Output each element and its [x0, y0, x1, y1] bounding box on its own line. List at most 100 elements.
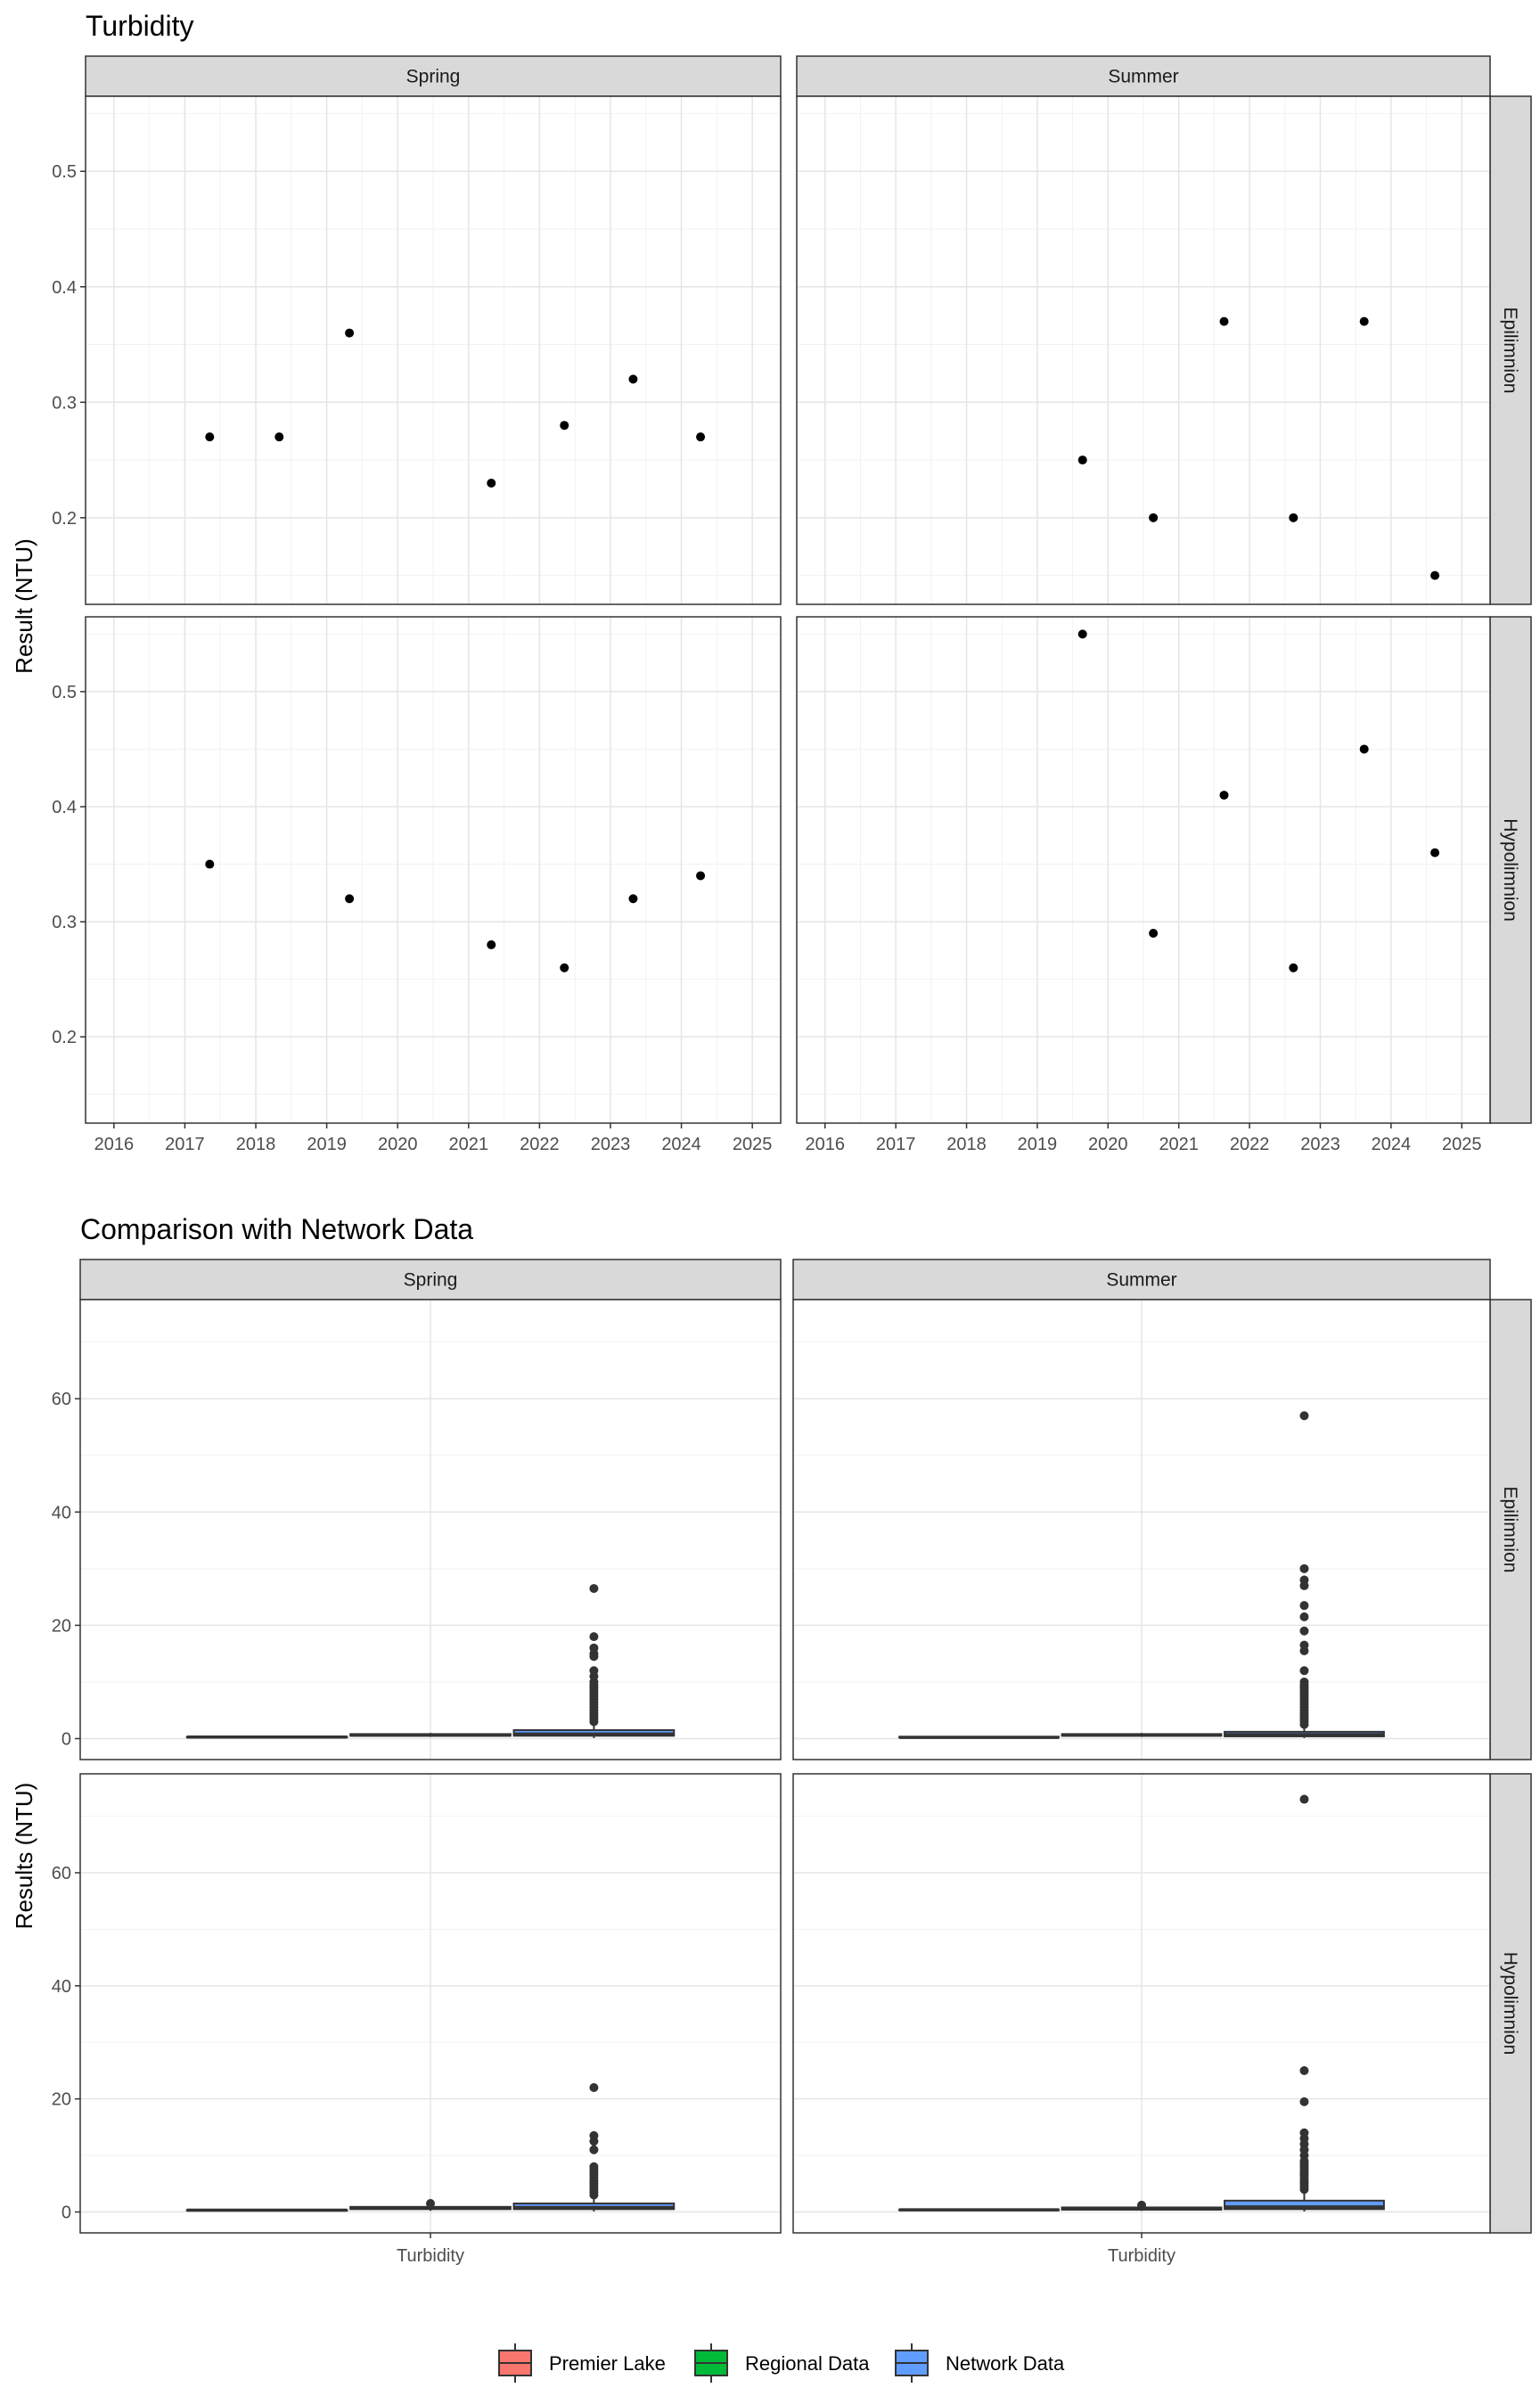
outlier-point: [1299, 1563, 1309, 1573]
strip-label-summer: Summer: [1108, 67, 1178, 87]
box-iqr: [1224, 2199, 1385, 2211]
x-tick-label: 2017: [876, 1135, 916, 1154]
data-point: [205, 859, 215, 869]
box-network-data: [512, 1584, 676, 1738]
box-regional-data: [1061, 1733, 1223, 1737]
x-tick-label: 2024: [661, 1135, 701, 1154]
data-point: [1077, 455, 1087, 465]
panel-spring-hypolimnion: [85, 616, 782, 1124]
data-point: [1430, 848, 1440, 857]
panel-border: [796, 95, 1491, 605]
legend: Premier Lake Regional Data Network Data: [498, 2343, 1065, 2383]
y-tick-label: 40: [52, 1977, 71, 1997]
outlier-point: [1299, 1411, 1309, 1421]
strip-row-epilimnion: [1489, 95, 1532, 605]
panel-spring-epilimnion: [85, 95, 782, 605]
y-tick-label: 0: [61, 1729, 71, 1749]
y-tick-label: 60: [52, 1390, 71, 1409]
strip-label-hypolimnion: Hypolimnion: [1500, 1952, 1520, 2055]
panel-border: [85, 95, 782, 605]
x-tick-label: Turbidity: [1108, 2246, 1175, 2266]
legend-item-premier-lake: Premier Lake: [498, 2343, 666, 2383]
x-tick-label: 2024: [1372, 1135, 1412, 1154]
box-premier-lake: [898, 2208, 1060, 2211]
outlier-point: [1299, 1612, 1309, 1621]
y-tick-label: 0.4: [52, 278, 77, 298]
scatter-y-axis-label: Result (NTU): [11, 538, 37, 674]
boxplot-y-axis-label: Results (NTU): [11, 1783, 37, 1930]
boxplot-chart: Spring Summer Epilimnion Hypolimnion 0 20 40 60…: [52, 1259, 1532, 2266]
legend-label: Premier Lake: [549, 2352, 666, 2375]
x-tick-label: 2025: [733, 1135, 773, 1154]
x-tick-label: 2021: [449, 1135, 489, 1154]
panel-summer-hypolimnion: [792, 1773, 1491, 2234]
outlier-point: [589, 1643, 599, 1653]
y-tick-label: 0.4: [52, 798, 77, 817]
strip-label-epilimnion: Epilimnion: [1500, 308, 1520, 394]
legend-item-network-data: Network Data: [895, 2343, 1065, 2383]
panel-summer-hypolimnion: [796, 616, 1491, 1124]
outlier-point: [589, 2083, 599, 2093]
data-point: [1077, 629, 1087, 639]
strip-col-summer: [796, 55, 1491, 97]
x-tick-label: 2016: [94, 1135, 135, 1154]
strip-label-epilimnion: Epilimnion: [1500, 1487, 1520, 1573]
x-tick-label: 2016: [806, 1135, 846, 1154]
outlier-point: [589, 1666, 599, 1676]
x-tick-label: 2020: [378, 1135, 418, 1154]
x-tick-label: 2021: [1159, 1135, 1199, 1154]
data-point: [628, 894, 638, 904]
x-tick-label: 2022: [1230, 1135, 1270, 1154]
data-point: [487, 940, 496, 949]
x-tick-label: 2019: [1018, 1135, 1058, 1154]
y-tick-label: 0.3: [52, 913, 77, 932]
panel-border: [796, 616, 1491, 1124]
x-tick-label: 2020: [1088, 1135, 1128, 1154]
boxplot-chart-title: Comparison with Network Data: [80, 1213, 473, 1245]
outlier-point: [1299, 1575, 1309, 1585]
y-tick-label: 0: [61, 2203, 71, 2223]
data-point: [560, 421, 569, 431]
data-point: [345, 328, 355, 338]
scatter-chart: Spring Summer Epilimnion Hypolimnion 0.2 0.3 0…: [52, 55, 1532, 1154]
data-point: [1289, 963, 1298, 972]
data-point: [1359, 316, 1369, 326]
strip-col-summer: [792, 1259, 1491, 1301]
data-point: [1219, 316, 1229, 326]
box-network-data: [512, 2083, 676, 2211]
panel-border: [85, 616, 782, 1124]
box-premier-lake: [898, 1735, 1060, 1739]
panel-spring-epilimnion: [79, 1299, 782, 1760]
panel-summer-epilimnion: [792, 1299, 1491, 1760]
outlier-point: [1299, 1666, 1309, 1676]
outlier-point: [589, 1584, 599, 1594]
legend-item-regional-data: Regional Data: [694, 2343, 870, 2383]
scatter-chart-title: Turbidity: [86, 10, 194, 42]
outlier-point: [1299, 2128, 1309, 2138]
data-point: [1219, 791, 1229, 800]
data-point: [560, 963, 569, 972]
data-point: [628, 374, 638, 384]
outlier-point: [589, 2162, 599, 2171]
box-network-data: [1224, 1411, 1385, 1738]
outlier-point: [1299, 2065, 1309, 2075]
box-regional-data: [1061, 2200, 1223, 2211]
y-tick-label: 60: [52, 1864, 71, 1883]
data-point: [274, 432, 284, 442]
outlier-point: [1299, 1626, 1309, 1636]
strip-col-spring: [79, 1259, 782, 1301]
strip-label-spring: Spring: [406, 67, 461, 87]
data-point: [696, 432, 706, 442]
outlier-point: [589, 2130, 599, 2140]
outlier-point: [426, 2199, 435, 2209]
outlier-point: [589, 1632, 599, 1642]
x-tick-label: 2022: [520, 1135, 560, 1154]
outlier-point: [589, 2145, 599, 2154]
outlier-point: [1137, 2200, 1146, 2210]
box-regional-data: [349, 1733, 512, 1737]
y-tick-label: 0.3: [52, 393, 77, 413]
x-tick-label: 2023: [591, 1135, 631, 1154]
strip-label-hypolimnion: Hypolimnion: [1500, 818, 1520, 922]
legend-label: Regional Data: [745, 2352, 870, 2375]
